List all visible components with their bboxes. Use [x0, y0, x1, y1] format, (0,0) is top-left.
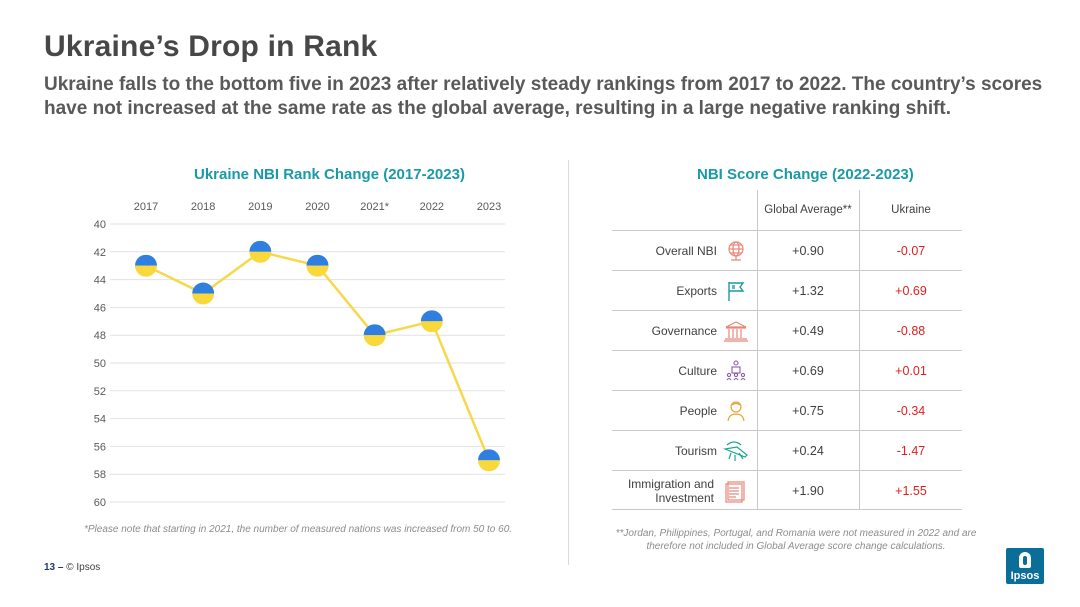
table-divider-1 [757, 190, 758, 510]
row-label: People [679, 403, 717, 418]
y-tick-label: 60 [94, 497, 106, 509]
table-row: Immigration and Investment +1.90 +1.55 [612, 470, 962, 510]
y-tick-label: 58 [94, 469, 106, 481]
row-global-value: +0.69 [792, 363, 824, 378]
header-global-average: Global Average** [764, 203, 852, 216]
table-row: Governance +0.49 -0.88 [612, 310, 962, 350]
row-global-value: +0.90 [792, 243, 824, 258]
marker-blue-half [363, 324, 386, 336]
row-label: Tourism [674, 443, 717, 458]
data-point-marker [420, 310, 443, 333]
table-body: Overall NBI +0.90 -0.07 Exports +1.32 +0.69 Go… [612, 230, 962, 510]
page-subtitle: Ukraine falls to the bottom five in 2023… [44, 74, 1043, 119]
table-divider-2 [859, 190, 860, 510]
y-tick-label: 50 [94, 358, 106, 370]
table-row: Exports +1.32 +0.69 [612, 270, 962, 310]
y-tick-label: 46 [94, 302, 106, 314]
rank-series-line [145, 250, 491, 461]
data-point-marker [249, 240, 272, 263]
marker-yellow-half [249, 251, 272, 263]
row-ukraine-value: +0.69 [895, 283, 927, 298]
ipsos-logo: Ipsos [1006, 548, 1044, 584]
y-tick-label: 40 [94, 219, 106, 231]
table-row: Overall NBI +0.90 -0.07 [612, 230, 962, 270]
row-label: Exports [676, 283, 717, 298]
marker-blue-half [192, 282, 215, 294]
row-ukraine-value: +1.55 [895, 483, 927, 498]
page-title: Ukraine’s Drop in Rank [44, 30, 378, 63]
ipsos-logo-mark-icon [1019, 552, 1031, 568]
table-row: Culture +0.69 +0.01 [612, 350, 962, 390]
marker-blue-half [249, 240, 272, 252]
x-tick-label: 2018 [191, 201, 215, 213]
rank-line-chart: 40 42 44 46 48 50 52 54 56 58 60 2017 2018 2019 2020 20… [94, 201, 505, 509]
table-header: Global Average** Ukraine [612, 190, 962, 230]
row-global-value: +1.90 [792, 483, 824, 498]
data-point-marker [363, 324, 386, 347]
data-point-marker [306, 254, 329, 277]
table-footnote: **Jordan, Philippines, Portugal, and Rom… [615, 528, 977, 552]
x-tick-label: 2023 [477, 201, 501, 213]
culture-people-icon [722, 357, 750, 385]
marker-blue-half [135, 254, 157, 266]
copyright: © Ipsos [66, 562, 101, 573]
y-tick-label: 48 [94, 330, 106, 342]
row-global-value: +0.49 [792, 323, 824, 338]
x-tick-label: 2020 [305, 201, 329, 213]
header-ukraine: Ukraine [891, 203, 931, 216]
marker-blue-half [478, 449, 500, 461]
slide-footer: 13 – © Ipsos [44, 562, 100, 573]
section-divider [568, 160, 569, 565]
x-tick-label: 2017 [134, 201, 158, 213]
data-point-marker [192, 282, 215, 305]
x-tick-label: 2019 [248, 201, 272, 213]
row-label: Immigration and Investment [627, 476, 714, 505]
flag-icon [722, 277, 750, 305]
row-ukraine-value: -0.88 [896, 323, 926, 338]
marker-yellow-half [306, 265, 329, 277]
row-global-value: +0.24 [792, 443, 824, 458]
x-tick-label: 2021* [360, 201, 389, 213]
document-icon [722, 477, 750, 505]
score-change-table: Global Average** Ukraine Overall NBI +0.9… [612, 190, 962, 510]
data-point-marker [478, 449, 500, 472]
page-number: 13 [44, 562, 56, 573]
marker-blue-half [420, 310, 443, 322]
row-label: Culture [678, 363, 717, 378]
tourism-plane-icon [722, 437, 750, 465]
row-global-value: +1.32 [792, 283, 824, 298]
marker-yellow-half [192, 293, 215, 305]
government-building-icon [722, 317, 750, 345]
row-ukraine-value: -0.34 [896, 403, 926, 418]
ipsos-logo-text: Ipsos [1010, 570, 1040, 582]
marker-yellow-half [363, 335, 386, 347]
marker-blue-half [306, 254, 329, 266]
row-ukraine-value: -1.47 [896, 443, 926, 458]
row-ukraine-value: +0.01 [895, 363, 927, 378]
rank-chart-title: Ukraine NBI Rank Change (2017-2023) [194, 166, 465, 183]
table-row: Tourism +0.24 -1.47 [612, 430, 962, 470]
table-row: People +0.75 -0.34 [612, 390, 962, 430]
row-label: Overall NBI [655, 243, 717, 258]
row-ukraine-value: -0.07 [896, 243, 926, 258]
marker-yellow-half [420, 321, 443, 333]
y-tick-label: 44 [94, 275, 106, 287]
footer-separator: – [55, 562, 67, 573]
data-point-marker [135, 254, 157, 277]
score-table-title: NBI Score Change (2022-2023) [697, 166, 914, 183]
marker-yellow-half [478, 460, 500, 472]
row-label: Governance [651, 323, 717, 338]
y-tick-label: 56 [94, 441, 106, 453]
row-global-value: +0.75 [792, 403, 824, 418]
x-tick-label: 2022 [420, 201, 444, 213]
y-tick-label: 42 [94, 247, 106, 259]
y-tick-label: 54 [94, 414, 106, 426]
chart-footnote: *Please note that starting in 2021, the … [84, 524, 513, 535]
marker-yellow-half [135, 265, 157, 277]
y-tick-label: 52 [94, 386, 106, 398]
person-icon [722, 397, 750, 425]
globe-icon [722, 237, 750, 265]
